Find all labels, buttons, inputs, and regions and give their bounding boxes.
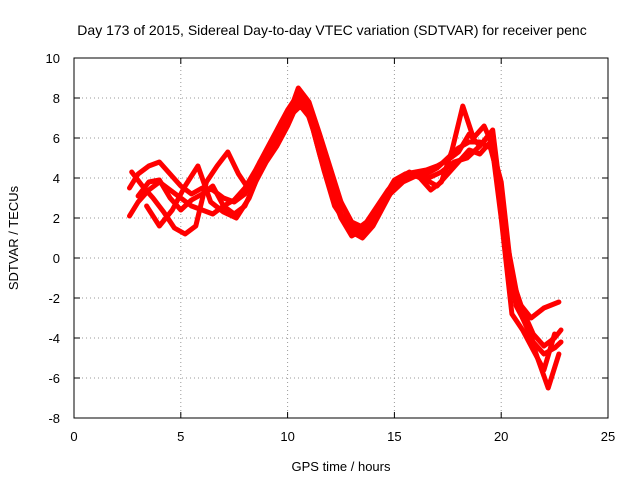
x-tick-label: 15 xyxy=(387,429,401,444)
data-series xyxy=(127,85,564,391)
y-tick-label: -8 xyxy=(48,411,60,426)
y-tick-label: 6 xyxy=(53,131,60,146)
x-tick-label: 25 xyxy=(601,429,615,444)
x-tick-label: 20 xyxy=(494,429,508,444)
y-tick-label: 10 xyxy=(46,51,60,66)
y-tick-label: 4 xyxy=(53,171,60,186)
y-axis-label: SDTVAR / TECUs xyxy=(6,185,21,290)
y-tick-label: 2 xyxy=(53,211,60,226)
y-tick-label: -2 xyxy=(48,291,60,306)
x-tick-label: 10 xyxy=(280,429,294,444)
y-tick-label: 8 xyxy=(53,91,60,106)
x-tick-label: 5 xyxy=(177,429,184,444)
chart-title: Day 173 of 2015, Sidereal Day-to-day VTE… xyxy=(77,22,586,38)
grid xyxy=(74,58,608,418)
y-tick-label: -4 xyxy=(48,331,60,346)
x-axis-label: GPS time / hours xyxy=(292,459,391,474)
y-tick-label: -6 xyxy=(48,371,60,386)
plot-frame xyxy=(73,57,609,419)
axis-ticks xyxy=(73,57,609,419)
y-tick-label: 0 xyxy=(53,251,60,266)
x-tick-label: 0 xyxy=(70,429,77,444)
series-line-track-5 xyxy=(144,103,562,321)
